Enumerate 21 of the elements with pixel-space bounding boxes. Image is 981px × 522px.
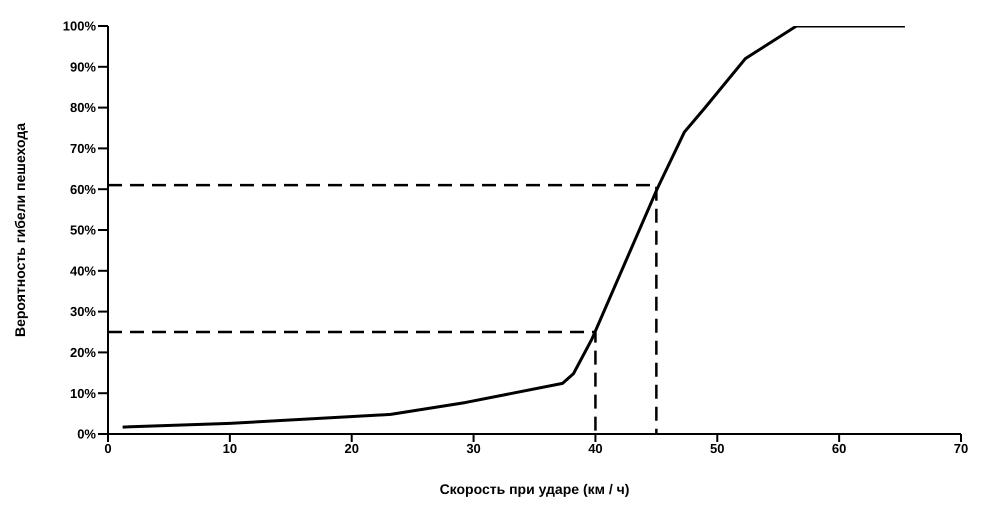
y-tick-label: 20% [70, 345, 96, 360]
y-tick-label: 0% [77, 426, 96, 442]
x-tick-label: 30 [466, 441, 481, 456]
y-tick-label: 30% [70, 304, 96, 320]
y-tick-label: 80% [70, 100, 96, 116]
y-tick-label: 40% [70, 263, 96, 278]
x-tick-label: 40 [588, 441, 603, 456]
x-tick-label: 20 [344, 441, 359, 456]
y-axis-title: Вероятность гибели пешехода [12, 122, 28, 338]
y-tick-label: 60% [70, 182, 96, 197]
y-tick-label: 10% [70, 386, 96, 401]
y-tick-label: 100% [62, 18, 96, 34]
x-tick-label: 70 [954, 441, 968, 456]
y-tick-label: 90% [70, 59, 96, 74]
x-tick-label: 60 [832, 441, 846, 456]
y-tick-label: 70% [70, 141, 96, 156]
x-tick-label: 50 [710, 441, 725, 456]
x-tick-label: 0 [104, 441, 112, 456]
x-tick-label: 10 [222, 441, 238, 456]
y-tick-label: 50% [70, 222, 96, 238]
x-axis-title: Скорость при ударе (км / ч) [440, 481, 630, 497]
